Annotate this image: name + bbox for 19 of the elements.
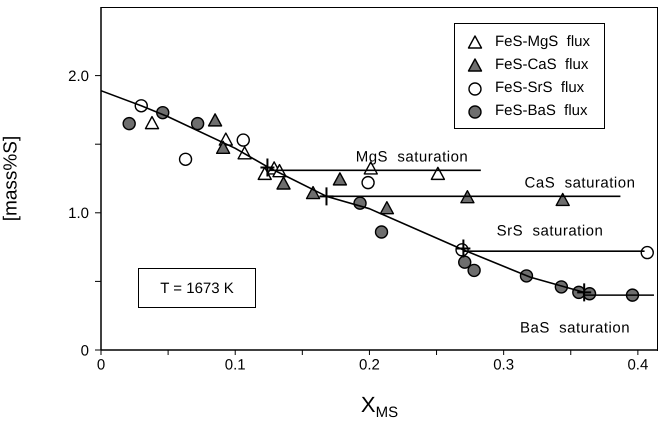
legend-label: FeS-MgS flux (494, 33, 590, 50)
y-axis-title: [mass%S] (0, 136, 22, 222)
x-tick-label: 0.1 (224, 356, 246, 374)
annotation: BaS saturation (520, 320, 630, 336)
legend-label: FeS-CaS flux (494, 56, 588, 73)
legend-label: FeS-BaS flux (494, 102, 588, 119)
legend-label: FeS-SrS flux (494, 79, 584, 96)
annotation: CaS saturation (524, 174, 636, 192)
x-tick-label: 0.4 (627, 356, 648, 374)
x-tick-label: 0 (96, 356, 106, 374)
y-tick-label: 2.0 (68, 68, 89, 85)
y-tick-label: 0 (80, 342, 89, 360)
annotation: T = 1673 K (138, 268, 256, 308)
x-tick-label: 0.3 (493, 356, 514, 374)
x-axis-title: X$_{MS}$ (360, 392, 398, 422)
y-tick-label: 1.0 (68, 205, 89, 222)
annotation: SrS saturation (496, 222, 604, 240)
annotation: MgS saturation (356, 148, 468, 166)
x-tick-label: 0.2 (359, 356, 380, 374)
